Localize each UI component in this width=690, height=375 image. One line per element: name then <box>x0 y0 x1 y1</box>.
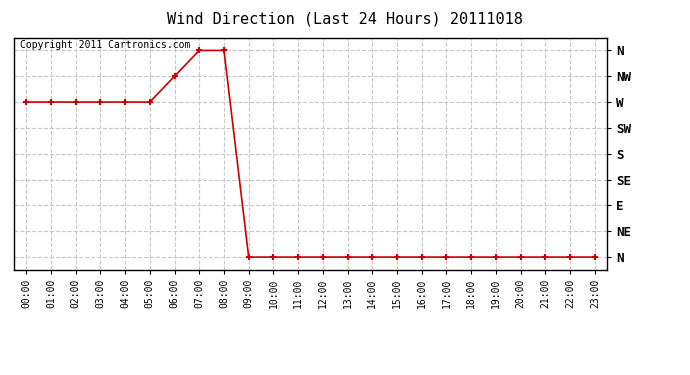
Text: Copyright 2011 Cartronics.com: Copyright 2011 Cartronics.com <box>20 40 190 50</box>
Text: Wind Direction (Last 24 Hours) 20111018: Wind Direction (Last 24 Hours) 20111018 <box>167 11 523 26</box>
